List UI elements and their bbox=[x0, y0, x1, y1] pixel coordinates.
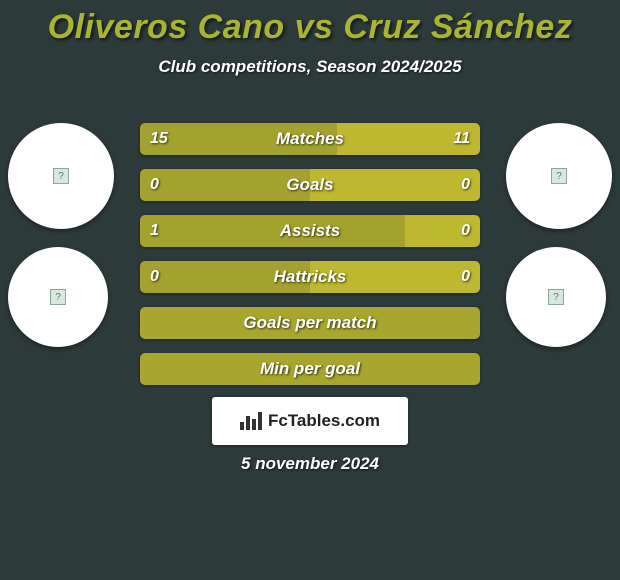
stat-bar-left-value: 15 bbox=[140, 123, 178, 155]
stat-bar: Assists1 0 bbox=[140, 215, 480, 247]
stat-bar-label: Hattricks bbox=[140, 261, 480, 293]
stat-bar-label: Goals per match bbox=[140, 307, 480, 339]
stat-bars: Matches1511Goals00Assists10Hattricks00Go… bbox=[140, 123, 480, 385]
logo-box: FcTables.com bbox=[212, 397, 408, 445]
image-placeholder-icon: ? bbox=[551, 168, 567, 184]
stat-bar-label: Min per goal bbox=[140, 353, 480, 385]
stat-bar: Matches15 11 bbox=[140, 123, 480, 155]
player-right-avatar-2: ? bbox=[506, 247, 606, 347]
player-right-avatar-1: ? bbox=[506, 123, 612, 229]
stat-bar: Goals per match bbox=[140, 307, 480, 339]
image-placeholder-icon: ? bbox=[548, 289, 564, 305]
logo-chart-icon bbox=[240, 412, 262, 430]
stat-bar-left-value: 0 bbox=[140, 169, 169, 201]
stat-bar-label: Matches bbox=[140, 123, 480, 155]
stat-bar-right-value: 0 bbox=[451, 261, 480, 293]
stat-bar-left-value: 0 bbox=[140, 261, 169, 293]
date-text: 5 november 2024 bbox=[0, 454, 620, 474]
stat-bar-label: Assists bbox=[140, 215, 480, 247]
player-right-avatars: ? ? bbox=[506, 123, 612, 347]
player-left-avatar-1: ? bbox=[8, 123, 114, 229]
stat-bar: Hattricks0 0 bbox=[140, 261, 480, 293]
player-left-avatar-2: ? bbox=[8, 247, 108, 347]
content-wrapper: Oliveros Cano vs Cruz Sánchez Club compe… bbox=[0, 0, 620, 580]
stat-bar-right-value: 11 bbox=[443, 123, 480, 155]
stat-bar-right-value: 0 bbox=[451, 215, 480, 247]
stat-bar-right-value: 0 bbox=[451, 169, 480, 201]
page-title: Oliveros Cano vs Cruz Sánchez bbox=[0, 0, 620, 47]
stat-bar: Min per goal bbox=[140, 353, 480, 385]
subtitle: Club competitions, Season 2024/2025 bbox=[0, 57, 620, 77]
image-placeholder-icon: ? bbox=[53, 168, 69, 184]
image-placeholder-icon: ? bbox=[50, 289, 66, 305]
stat-bar: Goals0 0 bbox=[140, 169, 480, 201]
stat-bar-left-value: 1 bbox=[140, 215, 169, 247]
stat-bar-label: Goals bbox=[140, 169, 480, 201]
player-left-avatars: ? ? bbox=[8, 123, 114, 347]
logo-text: FcTables.com bbox=[268, 411, 380, 431]
